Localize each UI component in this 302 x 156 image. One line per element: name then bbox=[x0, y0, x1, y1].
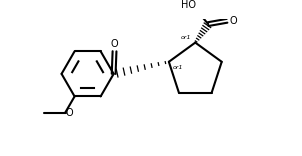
Text: O: O bbox=[66, 108, 73, 118]
Text: or1: or1 bbox=[180, 35, 191, 40]
Text: O: O bbox=[111, 39, 118, 49]
Text: or1: or1 bbox=[172, 65, 183, 70]
Text: O: O bbox=[230, 16, 237, 26]
Text: HO: HO bbox=[182, 0, 196, 10]
